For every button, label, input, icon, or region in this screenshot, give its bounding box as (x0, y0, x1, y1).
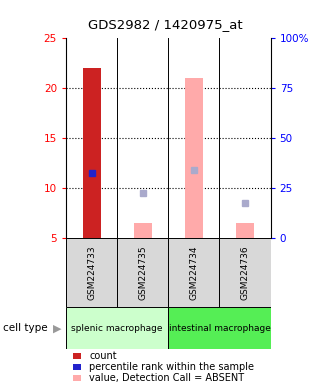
Text: GSM224733: GSM224733 (87, 245, 96, 300)
Text: splenic macrophage: splenic macrophage (71, 324, 163, 333)
Bar (168, 307, 271, 349)
Text: GSM224736: GSM224736 (241, 245, 249, 300)
Bar (185, 78, 203, 238)
Bar (134, 223, 152, 238)
Text: GSM224735: GSM224735 (138, 245, 147, 300)
Text: GSM224734: GSM224734 (189, 245, 198, 300)
Text: percentile rank within the sample: percentile rank within the sample (89, 362, 254, 372)
Bar (117, 238, 168, 307)
Text: GDS2982 / 1420975_at: GDS2982 / 1420975_at (88, 18, 242, 31)
Bar (66, 307, 168, 349)
Text: intestinal macrophage: intestinal macrophage (169, 324, 270, 333)
Bar (168, 238, 219, 307)
Bar (219, 238, 271, 307)
Text: cell type: cell type (3, 323, 48, 333)
Bar (82, 68, 101, 238)
Bar (236, 223, 254, 238)
Text: count: count (89, 351, 117, 361)
Bar (66, 238, 117, 307)
Text: ▶: ▶ (52, 323, 61, 333)
Text: value, Detection Call = ABSENT: value, Detection Call = ABSENT (89, 373, 244, 383)
